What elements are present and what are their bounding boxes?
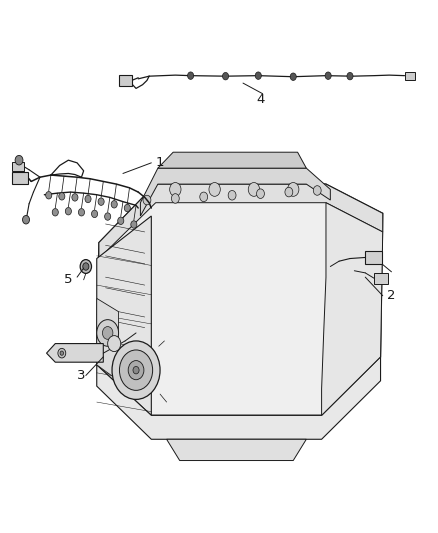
FancyBboxPatch shape (365, 251, 382, 264)
Circle shape (97, 320, 119, 346)
Circle shape (143, 195, 151, 205)
Circle shape (200, 192, 208, 201)
Circle shape (46, 191, 52, 199)
Polygon shape (97, 357, 381, 439)
Circle shape (325, 72, 331, 79)
Circle shape (128, 361, 144, 379)
Circle shape (83, 263, 89, 270)
Circle shape (120, 350, 152, 390)
Circle shape (59, 192, 65, 200)
Circle shape (85, 195, 91, 203)
Text: 5: 5 (64, 273, 73, 286)
Circle shape (15, 156, 23, 165)
Polygon shape (97, 298, 119, 381)
Polygon shape (97, 216, 151, 415)
Circle shape (228, 190, 236, 200)
Text: 4: 4 (256, 93, 265, 106)
Circle shape (255, 72, 261, 79)
Text: 2: 2 (387, 289, 396, 302)
Polygon shape (158, 152, 306, 168)
FancyBboxPatch shape (119, 75, 132, 86)
Circle shape (105, 213, 111, 220)
Text: 1: 1 (156, 156, 164, 169)
Circle shape (98, 198, 104, 205)
Text: 3: 3 (77, 369, 86, 382)
Polygon shape (166, 439, 306, 461)
Circle shape (170, 182, 181, 196)
Polygon shape (321, 203, 383, 415)
Circle shape (108, 336, 121, 352)
Circle shape (187, 72, 194, 79)
Circle shape (209, 182, 220, 196)
Circle shape (285, 187, 293, 197)
Circle shape (171, 193, 179, 203)
FancyBboxPatch shape (12, 172, 28, 184)
Circle shape (290, 73, 296, 80)
Circle shape (313, 185, 321, 195)
Circle shape (288, 182, 299, 196)
Circle shape (257, 189, 265, 198)
Polygon shape (99, 184, 383, 259)
Circle shape (131, 221, 137, 228)
Circle shape (118, 217, 124, 224)
Circle shape (58, 349, 66, 358)
Circle shape (347, 72, 353, 80)
Circle shape (22, 215, 29, 224)
Circle shape (80, 260, 92, 273)
Circle shape (65, 207, 71, 215)
FancyBboxPatch shape (374, 273, 388, 284)
Circle shape (78, 208, 85, 216)
Circle shape (92, 210, 98, 217)
Circle shape (248, 182, 260, 196)
Circle shape (102, 327, 113, 340)
Polygon shape (97, 184, 383, 415)
FancyBboxPatch shape (12, 163, 24, 171)
FancyBboxPatch shape (405, 72, 416, 80)
Circle shape (60, 351, 64, 356)
Circle shape (72, 193, 78, 201)
Circle shape (223, 72, 229, 80)
Circle shape (111, 200, 117, 208)
Circle shape (52, 208, 58, 216)
Polygon shape (141, 168, 330, 216)
Circle shape (133, 367, 139, 374)
Circle shape (124, 204, 131, 212)
Polygon shape (46, 344, 103, 362)
Circle shape (112, 341, 160, 399)
